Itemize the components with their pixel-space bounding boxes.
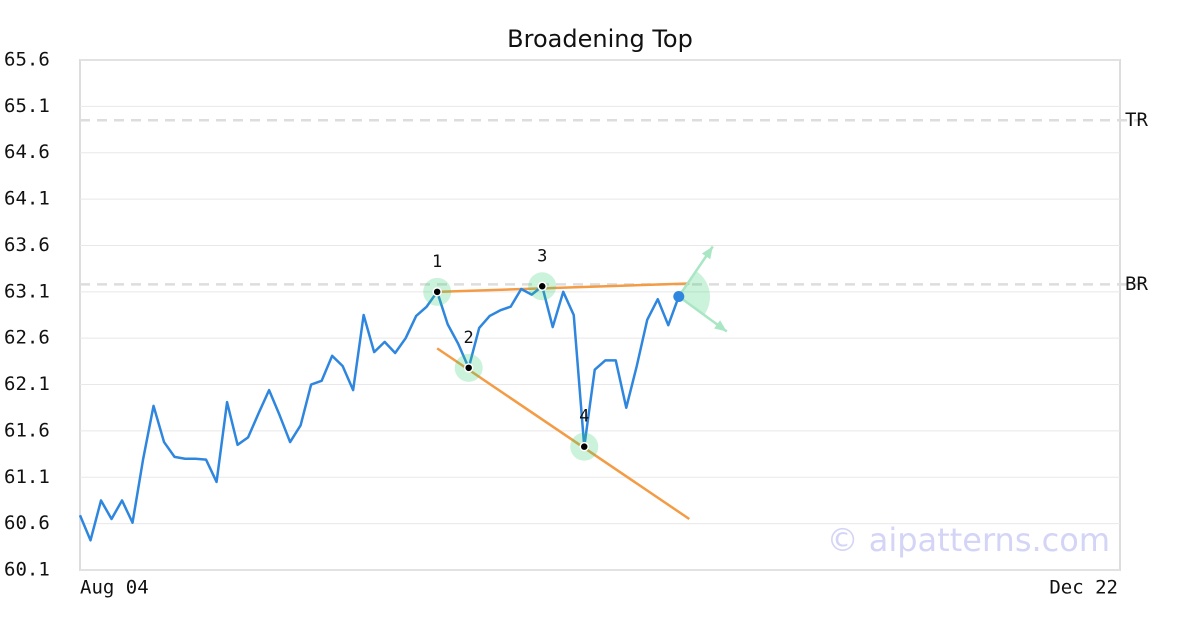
y-tick-label: 60.1 [4, 559, 50, 581]
pattern-point [432, 287, 442, 297]
price-line [78, 285, 680, 542]
pattern-label: 4 [579, 407, 589, 427]
pattern-point [579, 441, 589, 452]
y-tick-label: 61.1 [4, 466, 50, 488]
y-tick-label: 65.1 [4, 95, 50, 117]
pattern-label: 3 [537, 246, 547, 266]
y-tick-label: 61.6 [4, 419, 50, 441]
trend-line [437, 282, 690, 294]
chart-title: Broadening Top [507, 25, 693, 53]
y-tick-label: 64.1 [4, 188, 50, 210]
projection-wedge [678, 271, 710, 316]
level-label: BR [1125, 273, 1148, 295]
pattern-point [463, 363, 474, 373]
y-tick-label: 64.6 [4, 141, 50, 163]
watermark: © aipatterns.com [827, 521, 1110, 559]
arrow-head [714, 320, 727, 332]
y-tick-label: 63.6 [4, 234, 50, 256]
trend-line [436, 347, 690, 521]
pattern-label: 2 [464, 328, 474, 348]
x-tick-label: Dec 22 [1049, 577, 1118, 599]
y-tick-label: 60.6 [4, 512, 50, 534]
y-tick-label: 65.6 [4, 49, 50, 71]
pattern-label: 1 [432, 252, 442, 272]
last-point [673, 290, 685, 302]
arrow-head [701, 246, 713, 260]
x-tick-label: Aug 04 [80, 577, 149, 599]
y-tick-label: 62.1 [4, 373, 50, 395]
y-tick-label: 63.1 [4, 280, 50, 302]
pattern-point [537, 281, 547, 292]
y-tick-label: 62.6 [4, 327, 50, 349]
level-label: TR [1125, 109, 1148, 131]
plot-frame [79, 59, 1121, 571]
